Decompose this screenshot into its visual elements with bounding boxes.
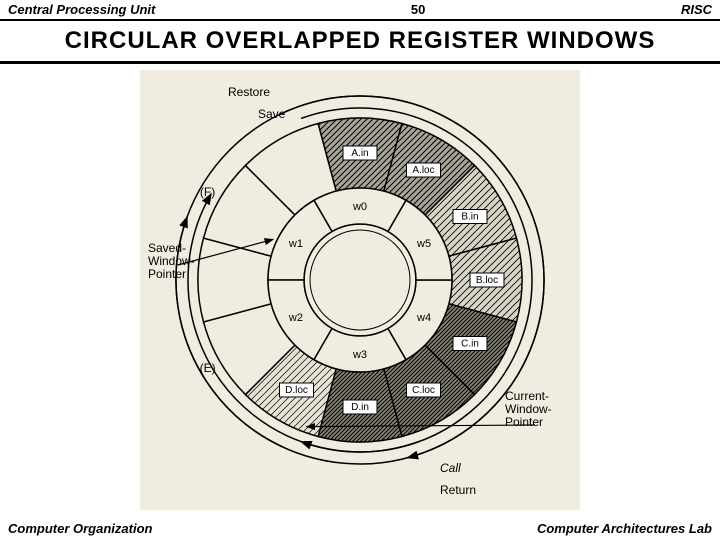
svg-text:w2: w2 xyxy=(288,312,303,324)
svg-text:D.loc: D.loc xyxy=(285,385,308,396)
page-title: CIRCULAR OVERLAPPED REGISTER WINDOWS xyxy=(0,21,720,64)
page-number: 50 xyxy=(411,2,425,17)
svg-text:(F): (F) xyxy=(200,185,215,199)
svg-text:D.in: D.in xyxy=(351,402,369,413)
svg-text:A.in: A.in xyxy=(351,148,368,159)
header-bar: Central Processing Unit 50 RISC xyxy=(0,0,720,21)
header-right: RISC xyxy=(681,2,712,17)
svg-text:Window-: Window- xyxy=(148,254,195,268)
svg-text:w1: w1 xyxy=(288,238,303,250)
svg-text:B.loc: B.loc xyxy=(476,275,498,286)
svg-text:Pointer: Pointer xyxy=(148,267,186,281)
svg-text:w4: w4 xyxy=(416,312,431,324)
svg-text:Window-: Window- xyxy=(505,402,552,416)
footer-bar: Computer Organization Computer Architect… xyxy=(0,521,720,536)
svg-text:w3: w3 xyxy=(352,349,367,361)
svg-text:w0: w0 xyxy=(352,201,367,213)
svg-text:w5: w5 xyxy=(416,238,431,250)
header-left: Central Processing Unit xyxy=(8,2,155,17)
svg-text:B.in: B.in xyxy=(461,212,478,223)
footer-right: Computer Architectures Lab xyxy=(537,521,712,536)
svg-text:C.loc: C.loc xyxy=(412,385,435,396)
svg-text:Saved-: Saved- xyxy=(148,241,186,255)
svg-text:Pointer: Pointer xyxy=(505,415,543,429)
svg-text:Restore: Restore xyxy=(228,85,270,99)
svg-text:C.in: C.in xyxy=(461,339,479,350)
svg-text:Current-: Current- xyxy=(505,389,549,403)
svg-text:A.loc: A.loc xyxy=(412,165,434,176)
svg-text:Return: Return xyxy=(440,483,476,497)
diagram-area: A.inA.locB.inB.locC.inC.locD.inD.loc(E)(… xyxy=(140,70,580,510)
svg-text:Save: Save xyxy=(258,107,286,121)
register-window-diagram: A.inA.locB.inB.locC.inC.locD.inD.loc(E)(… xyxy=(140,70,580,510)
footer-left: Computer Organization xyxy=(8,521,152,536)
svg-text:Call: Call xyxy=(440,461,461,475)
